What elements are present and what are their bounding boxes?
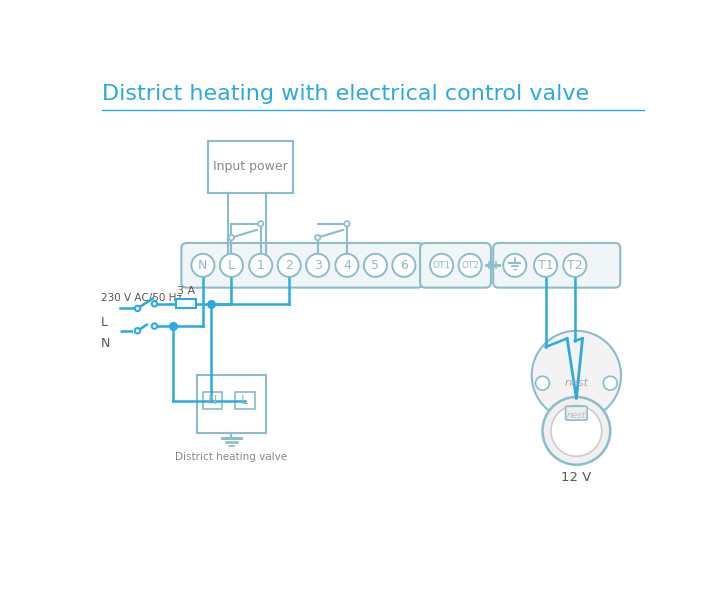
Circle shape bbox=[135, 306, 141, 311]
FancyBboxPatch shape bbox=[181, 243, 423, 287]
Text: 5: 5 bbox=[371, 259, 379, 272]
Text: 4: 4 bbox=[343, 259, 351, 272]
Circle shape bbox=[191, 254, 215, 277]
Circle shape bbox=[336, 254, 358, 277]
Text: OT2: OT2 bbox=[461, 261, 479, 270]
Circle shape bbox=[220, 254, 243, 277]
Circle shape bbox=[542, 397, 610, 465]
Circle shape bbox=[135, 328, 141, 333]
Circle shape bbox=[344, 221, 349, 226]
Circle shape bbox=[258, 221, 264, 226]
Text: OT1: OT1 bbox=[432, 261, 451, 270]
FancyBboxPatch shape bbox=[197, 375, 266, 433]
Text: N: N bbox=[198, 259, 207, 272]
Text: 3: 3 bbox=[314, 259, 322, 272]
Text: L: L bbox=[241, 394, 248, 407]
Text: L: L bbox=[228, 259, 235, 272]
FancyBboxPatch shape bbox=[494, 243, 620, 287]
Text: 3 A: 3 A bbox=[177, 286, 195, 296]
Text: 230 V AC/50 Hz: 230 V AC/50 Hz bbox=[100, 293, 181, 303]
Text: N: N bbox=[100, 337, 110, 350]
Text: nest: nest bbox=[564, 378, 588, 388]
Text: 12 V: 12 V bbox=[561, 471, 592, 484]
Text: District heating with electrical control valve: District heating with electrical control… bbox=[102, 84, 589, 103]
Circle shape bbox=[534, 254, 557, 277]
Circle shape bbox=[364, 254, 387, 277]
Circle shape bbox=[306, 254, 329, 277]
Circle shape bbox=[151, 301, 157, 307]
Text: District heating valve: District heating valve bbox=[175, 451, 288, 462]
Circle shape bbox=[563, 254, 586, 277]
Text: 1: 1 bbox=[257, 259, 264, 272]
FancyBboxPatch shape bbox=[235, 393, 255, 409]
Text: Input power: Input power bbox=[213, 160, 288, 173]
Circle shape bbox=[503, 254, 526, 277]
Circle shape bbox=[315, 235, 320, 241]
FancyBboxPatch shape bbox=[203, 393, 222, 409]
FancyBboxPatch shape bbox=[420, 243, 491, 287]
Circle shape bbox=[277, 254, 301, 277]
Text: 2: 2 bbox=[285, 259, 293, 272]
Circle shape bbox=[229, 235, 234, 241]
Circle shape bbox=[392, 254, 416, 277]
Circle shape bbox=[531, 331, 621, 420]
Text: N: N bbox=[207, 394, 217, 407]
Text: L: L bbox=[100, 316, 108, 329]
Text: nest: nest bbox=[566, 411, 586, 420]
FancyBboxPatch shape bbox=[208, 141, 293, 193]
Circle shape bbox=[536, 376, 550, 390]
Text: T2: T2 bbox=[567, 259, 582, 272]
Circle shape bbox=[604, 376, 617, 390]
Circle shape bbox=[430, 254, 453, 277]
Circle shape bbox=[249, 254, 272, 277]
Circle shape bbox=[459, 254, 482, 277]
FancyBboxPatch shape bbox=[176, 299, 196, 308]
Circle shape bbox=[551, 406, 602, 456]
Text: 6: 6 bbox=[400, 259, 408, 272]
Circle shape bbox=[151, 324, 157, 329]
FancyBboxPatch shape bbox=[566, 406, 587, 420]
Text: T1: T1 bbox=[538, 259, 553, 272]
